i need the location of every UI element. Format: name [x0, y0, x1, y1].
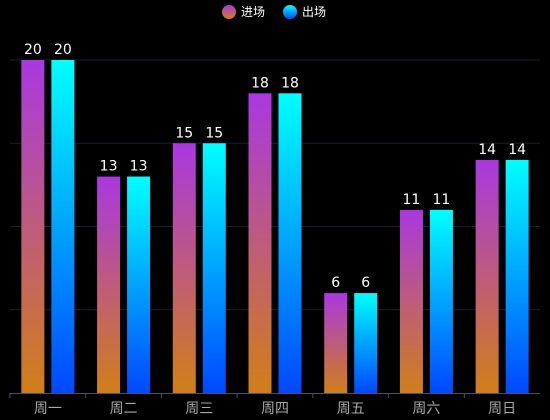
legend[interactable]: 进场 出场 [222, 5, 326, 19]
data-label: 20 [24, 42, 42, 58]
legend-item[interactable]: 出场 [283, 5, 326, 19]
bar[interactable] [324, 293, 348, 393]
bar[interactable] [21, 60, 45, 393]
legend-label: 进场 [241, 5, 265, 19]
data-label: 6 [331, 275, 340, 291]
bar[interactable] [475, 159, 499, 393]
legend-marker [222, 5, 236, 19]
x-tick-label: 周四 [261, 401, 289, 417]
x-tick-label: 周一 [34, 401, 62, 417]
data-label: 13 [100, 159, 118, 175]
x-tick-label: 周二 [110, 401, 138, 417]
bar[interactable] [248, 93, 272, 394]
bar[interactable] [127, 176, 151, 393]
data-label: 11 [433, 192, 451, 208]
legend-marker [283, 5, 297, 19]
value-labels: 20 20 13 13 15 15 18 18 6 6 11 11 14 14 [24, 42, 526, 291]
bar[interactable] [51, 60, 75, 393]
legend-item[interactable]: 进场 [222, 5, 265, 19]
bar[interactable] [505, 159, 529, 393]
data-label: 15 [205, 125, 223, 141]
x-tick-label: 周日 [488, 401, 516, 417]
data-label: 15 [175, 125, 193, 141]
x-axis: 周一 周二 周三 周四 周五 周六 周日 [9, 393, 540, 417]
bar[interactable] [278, 93, 302, 394]
bar[interactable] [354, 293, 378, 393]
bar[interactable] [97, 176, 121, 393]
bars [21, 60, 529, 394]
data-label: 13 [130, 159, 148, 175]
x-tick-label: 周六 [412, 401, 440, 417]
data-label: 6 [361, 275, 370, 291]
data-label: 20 [54, 42, 72, 58]
data-label: 18 [281, 75, 299, 91]
data-label: 18 [251, 75, 269, 91]
bar[interactable] [172, 143, 196, 393]
grid-lines [10, 59, 540, 311]
data-label: 11 [403, 192, 421, 208]
x-tick-label: 周五 [337, 401, 365, 417]
data-label: 14 [478, 142, 496, 158]
x-tick-label: 周三 [185, 401, 213, 417]
legend-label: 出场 [302, 5, 326, 19]
bar[interactable] [202, 143, 226, 393]
data-label: 14 [508, 142, 526, 158]
bar[interactable] [429, 209, 453, 393]
bar[interactable] [399, 209, 423, 393]
